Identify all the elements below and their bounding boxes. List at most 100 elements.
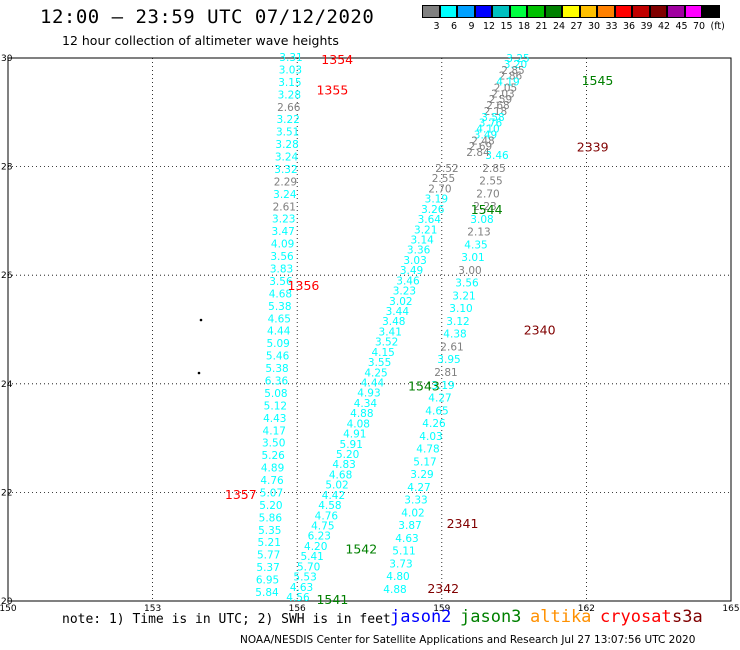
wave-height-label: 3.55 [368,357,391,369]
wave-height-label: 2.86 [499,71,523,83]
colorbar-tick-label: 21 [535,21,548,32]
pass-number-label: 2339 [577,140,609,155]
pass-number-label: 2340 [524,323,556,338]
wave-height-label: 4.80 [386,571,409,583]
colorbar-tick-label: 18 [518,21,531,32]
colorbar-tick-label: 45 [675,21,688,32]
y-tick-label: 28 [1,163,13,173]
wave-height-label: 2.55 [479,176,502,188]
wave-height-label: 4.76 [260,475,284,487]
colorbar-tick-label: 12 [483,21,496,32]
wave-height-label: 2.69 [469,141,492,153]
wave-height-label: 5.37 [256,562,279,574]
wave-height-label: 3.31 [279,52,302,64]
wave-height-label: 4.88 [383,584,406,596]
wave-height-label: 3.47 [271,226,294,238]
wave-height-label: 4.42 [322,490,345,502]
x-tick-label: 162 [578,604,595,614]
x-tick-label: 156 [289,604,306,614]
colorbar-tick-label: 6 [451,21,458,32]
wave-height-label: 2.55 [432,173,455,185]
wave-height-label: 3.49 [474,129,497,141]
page-title: 12:00 – 23:59 UTC 07/12/2020 [40,6,375,28]
wave-height-label: 3.21 [414,224,437,236]
wave-height-label: 6.95 [256,575,279,587]
pass-number-label: 1354 [321,52,353,67]
pass-number-label: 1357 [225,487,257,502]
wave-height-label: 4.78 [416,444,439,456]
wave-height-label: 4.44 [267,326,291,338]
colorbar-swatch [527,5,545,18]
wave-height-label: 3.36 [407,245,431,257]
wave-height-label: 5.08 [264,388,287,400]
colorbar-tick-label: 39 [640,21,653,32]
colorbar-tick-label: 33 [605,21,618,32]
colorbar-tick-label: (ft) [710,21,725,32]
wave-height-label: 5.70 [297,561,320,573]
colorbar-tick-label: 42 [658,21,671,32]
wave-height-label: 3.21 [452,290,475,302]
y-tick-label: 22 [1,488,12,498]
island-marker [197,371,201,375]
wave-height-label: 2.81 [434,367,457,379]
wave-height-label: 3.20 [504,59,527,71]
wave-height-label: 3.48 [382,316,405,328]
wave-height-label: 3.19 [425,194,448,206]
wave-height-label: 4.93 [357,388,380,400]
wave-height-label: 5.20 [259,500,282,512]
wave-height-label: 2.05 [494,82,517,94]
wave-height-label: 5.07 [260,487,283,499]
wave-height-label: 3.56 [270,251,294,263]
wave-height-label: 5.12 [264,400,287,412]
wave-height-label: 5.20 [336,449,359,461]
wave-height-label: 3.49 [400,265,423,277]
colorbar-swatch [667,5,685,18]
wave-height-label: 2.61 [273,201,296,213]
wave-height-label: 2.85 [501,65,524,77]
wave-height-label: 3.56 [455,278,479,290]
wave-height-label: 3.22 [277,114,300,126]
x-tick-label: 159 [433,604,450,614]
wave-height-label: 2.52 [435,163,458,175]
wave-height-label: 5.35 [258,525,281,537]
wave-height-label: 5.41 [300,551,323,563]
wave-height-label: 2.84 [466,147,490,159]
wave-height-label: 5.77 [257,550,280,562]
wave-height-label: 2.85 [482,163,505,175]
wave-height-label: 2.70 [428,183,451,195]
wave-height-label: 4.08 [347,418,370,430]
colorbar-tick-label: 3 [433,21,440,32]
colorbar-swatch [597,5,615,18]
wave-height-label: 3.02 [389,296,412,308]
pass-number-label: 1544 [471,202,503,217]
wave-height-label: 4.20 [304,541,327,553]
footnote: note: 1) Time is in UTC; 2) SWH is in fe… [62,612,391,627]
wave-height-label: 3.15 [278,77,301,89]
wave-height-label: 5.02 [325,480,348,492]
pass-number-label: 1545 [582,73,614,88]
wave-height-label: 5.11 [392,546,415,558]
wave-height-label: 3.73 [389,558,412,570]
pass-number-label: 1355 [316,83,348,98]
wave-height-label: 3.41 [379,326,402,338]
colorbar-swatch [457,5,475,18]
wave-height-label: 3.51 [276,127,299,139]
wave-height-label: 6.36 [265,375,289,387]
wave-height-label: 5.26 [261,450,285,462]
wave-height-label: 3.25 [506,53,529,65]
wave-height-label: 4.91 [343,429,366,441]
pass-number-label: 1543 [408,379,440,394]
wave-height-label: 4.26 [422,418,446,430]
wave-height-label: 3.46 [485,150,509,162]
colorbar-tick-label: 70 [693,21,706,32]
wave-height-label: 4.02 [401,507,424,519]
wave-height-label: 4.63 [395,533,418,545]
wave-height-label: 3.24 [275,152,299,164]
wave-height-label: 5.09 [266,338,289,350]
wave-height-label: 3.46 [396,275,420,287]
colorbar-swatch [562,5,580,18]
y-tick-label: 24 [1,380,13,390]
wave-height-label: 4.65 [268,313,291,325]
wave-height-label: 3.76 [479,118,503,130]
